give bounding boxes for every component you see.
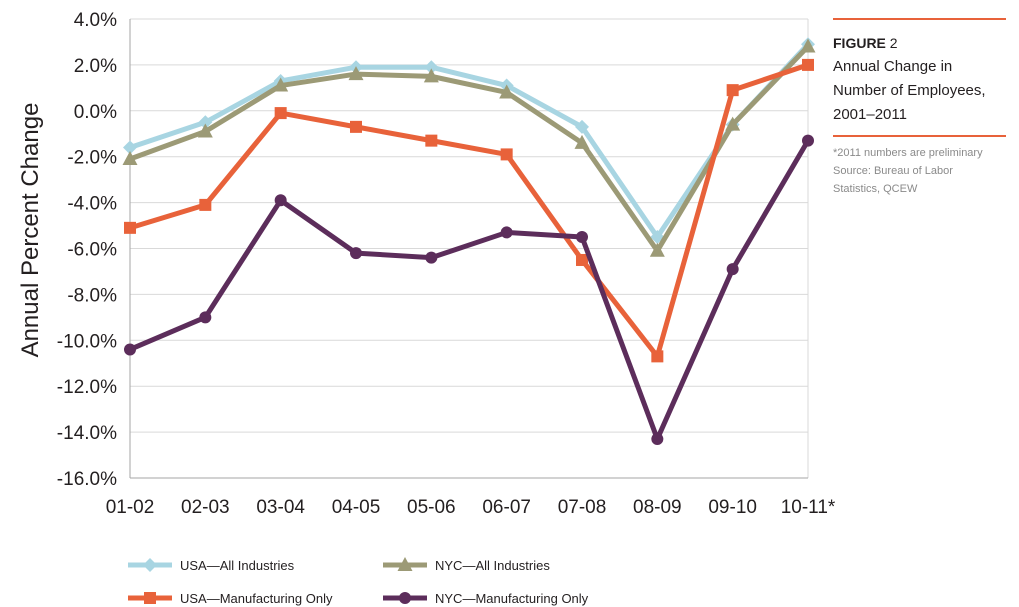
data-point xyxy=(123,140,137,155)
note-line: Source: Bureau of Labor xyxy=(833,165,953,177)
x-tick-label: 05-06 xyxy=(407,497,456,518)
x-tick-label: 07-08 xyxy=(558,497,607,518)
data-point xyxy=(423,68,439,83)
y-tick-label: -8.0% xyxy=(67,285,117,306)
figure-caption: FIGURE 2 Annual Change in Number of Empl… xyxy=(833,18,1006,198)
gridlines xyxy=(129,18,809,479)
y-tick-label: 4.0% xyxy=(74,10,117,31)
data-point xyxy=(274,194,287,207)
data-point xyxy=(122,150,138,165)
data-point xyxy=(348,66,364,81)
data-point xyxy=(124,221,136,234)
legend-label: NYC—Manufacturing Only xyxy=(435,591,589,606)
legend: USA—All Industries NYC—All Industries USA—… xyxy=(128,557,589,606)
x-tick-label: 02-03 xyxy=(181,497,230,518)
description-line: 2001–2011 xyxy=(833,106,907,123)
data-point xyxy=(273,77,289,92)
legend-marker xyxy=(397,557,413,571)
figure-title: FIGURE 2 xyxy=(833,35,1006,51)
x-tick-label: 10-11* xyxy=(781,497,836,518)
top-rule xyxy=(833,18,1006,20)
y-tick-label: -2.0% xyxy=(67,148,117,169)
data-point xyxy=(800,38,816,53)
data-point xyxy=(726,263,739,276)
legend-item: USA—Manufacturing Only xyxy=(128,591,333,606)
series-nyc-all xyxy=(122,38,816,257)
data-series xyxy=(122,37,816,445)
data-point xyxy=(576,253,588,266)
y-tick-label: -16.0% xyxy=(57,469,117,490)
figure-description: Annual Change in Number of Employees, 20… xyxy=(833,55,1006,127)
series-line xyxy=(129,42,810,240)
x-tick-label: 03-04 xyxy=(256,497,305,518)
series-usa-all xyxy=(123,37,815,245)
y-axis-label: Annual Percent Change xyxy=(17,103,44,358)
data-point xyxy=(199,198,212,211)
legend-label: USA—All Industries xyxy=(180,558,295,573)
data-point xyxy=(199,311,212,324)
data-point xyxy=(350,247,362,260)
data-point xyxy=(802,134,814,147)
bottom-rule xyxy=(833,135,1006,137)
data-point xyxy=(350,120,362,133)
y-tick-label: -12.0% xyxy=(57,377,117,398)
data-point xyxy=(574,134,590,149)
legend-marker xyxy=(399,592,411,604)
data-point xyxy=(425,251,438,264)
y-tick-label: -6.0% xyxy=(67,240,117,261)
y-tick-label: -14.0% xyxy=(57,423,117,444)
x-tick-label: 04-05 xyxy=(332,497,381,518)
x-tick-label: 09-10 xyxy=(708,497,757,518)
x-tick-label: 06-07 xyxy=(482,497,531,518)
note-line: Statistics, QCEW xyxy=(833,183,918,195)
data-point xyxy=(802,58,814,71)
legend-item: NYC—Manufacturing Only xyxy=(383,591,589,606)
data-point xyxy=(649,242,665,257)
x-axis-ticks: 01-02 02-03 03-04 04-05 05-06 06-07 07-08 08-09… xyxy=(106,497,836,518)
y-tick-label: -10.0% xyxy=(57,331,117,352)
y-axis-ticks: 4.0% 2.0% 0.0% -2.0% -4.0% -6.0% -8.0% -10.0% -1… xyxy=(57,10,117,490)
data-point xyxy=(726,84,739,97)
series-usa-mfg xyxy=(124,58,814,363)
series-line xyxy=(129,44,810,254)
x-tick-label: 01-02 xyxy=(106,497,155,518)
data-point xyxy=(424,60,439,75)
legend-item: USA—All Industries xyxy=(128,558,295,573)
data-point xyxy=(499,84,515,99)
data-point xyxy=(500,148,513,161)
figure-number: 2 xyxy=(889,35,898,51)
data-point xyxy=(575,119,589,134)
data-point xyxy=(425,134,438,147)
legend-item: NYC—All Industries xyxy=(383,557,550,573)
figure-label: FIGURE xyxy=(833,35,886,51)
data-point xyxy=(651,350,664,363)
y-tick-label: -4.0% xyxy=(67,194,117,215)
legend-label: NYC—All Industries xyxy=(435,558,550,573)
series-line xyxy=(129,62,809,359)
y-tick-label: 0.0% xyxy=(74,102,117,123)
legend-marker xyxy=(143,558,157,572)
x-tick-label: 08-09 xyxy=(633,497,682,518)
legend-label: USA—Manufacturing Only xyxy=(180,591,333,606)
data-point xyxy=(725,116,741,131)
series-nyc-mfg xyxy=(124,134,814,445)
description-line: Number of Employees, xyxy=(833,82,986,99)
data-point xyxy=(198,115,213,130)
data-point xyxy=(651,432,664,445)
figure-notes: *2011 numbers are preliminary Source: Bu… xyxy=(833,144,1006,198)
y-tick-label: 2.0% xyxy=(74,56,117,77)
series-line xyxy=(129,139,811,442)
description-line: Annual Change in xyxy=(833,58,953,75)
data-point xyxy=(274,107,287,120)
data-point xyxy=(576,231,588,244)
data-point xyxy=(500,226,513,239)
legend-marker xyxy=(144,592,156,604)
data-point xyxy=(197,123,213,138)
note-line: *2011 numbers are preliminary xyxy=(833,147,983,159)
data-point xyxy=(124,343,136,356)
